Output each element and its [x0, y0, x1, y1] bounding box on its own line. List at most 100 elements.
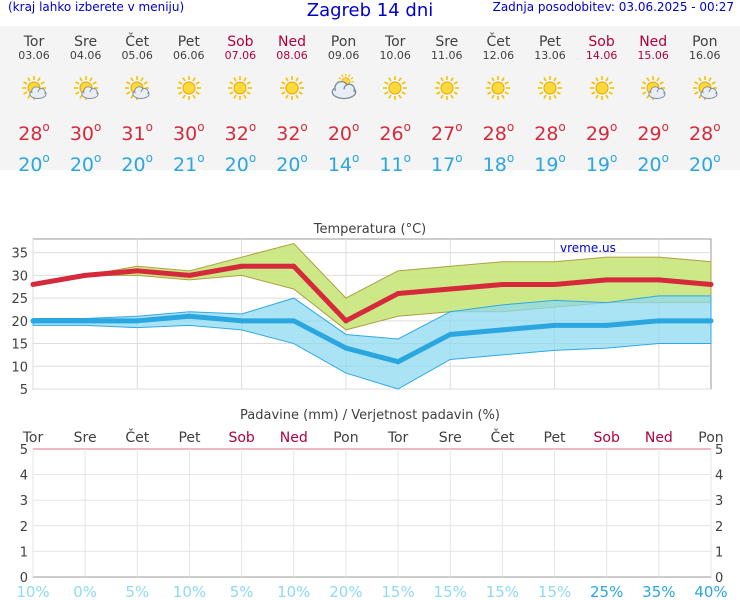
day-name: Pet	[177, 34, 200, 50]
day-name: Sre	[74, 34, 98, 50]
y-tick-label: 15	[11, 338, 28, 353]
data-point	[708, 281, 714, 287]
x-tick-label: Sob	[594, 430, 620, 446]
data-point	[499, 327, 505, 333]
y-tick-label: 4	[20, 469, 28, 484]
precip-probability: 35%	[642, 583, 675, 600]
y-tick-label-right: 3	[715, 494, 723, 509]
data-point	[552, 322, 558, 328]
sun-cloud-icon	[691, 74, 719, 102]
data-point	[291, 318, 297, 324]
x-tick-label: Tor	[387, 430, 409, 446]
min-temp: 20o	[276, 151, 308, 176]
day-date: 12.06	[482, 49, 515, 62]
day-date: 09.06	[327, 49, 360, 62]
x-tick-label: Pet	[178, 430, 201, 446]
data-point	[447, 286, 453, 292]
data-point	[447, 331, 453, 337]
y-tick-label: 1	[20, 545, 28, 560]
data-point	[186, 272, 192, 278]
menu-hint: (kraj lahko izberete v meniju)	[8, 0, 185, 14]
data-point	[30, 281, 36, 287]
data-point	[499, 281, 505, 287]
min-temp: 20o	[69, 151, 102, 176]
y-tick-label-right: 0	[715, 571, 723, 586]
precip-probability: 15%	[381, 583, 414, 600]
max-temp: 26o	[379, 120, 411, 145]
min-temp: 20o	[637, 151, 669, 176]
precip-probability: 10%	[173, 583, 206, 600]
data-point	[343, 345, 349, 351]
data-point	[30, 318, 36, 324]
x-tick-label: Pon	[333, 430, 358, 446]
precip-probability: 10%	[277, 583, 310, 600]
sun-cloud-icon	[123, 74, 151, 102]
min-temp: 20o	[224, 151, 257, 176]
precip-probability: 20%	[329, 583, 362, 600]
max-temp: 31o	[121, 120, 153, 145]
precip-probability: 25%	[590, 583, 623, 600]
day-date: 05.06	[121, 49, 153, 62]
y-tick-label: 10	[11, 360, 28, 375]
day-name: Pet	[538, 34, 562, 50]
max-temp-line	[32, 263, 712, 324]
day-name: Pon	[330, 34, 357, 50]
data-point	[134, 268, 140, 274]
day-name: Čet	[125, 34, 150, 50]
x-tick-label: Sob	[228, 430, 254, 446]
max-temp: 29o	[637, 120, 669, 145]
y-tick-label-right: 5	[715, 443, 723, 458]
precip-probability: 15%	[434, 583, 467, 600]
day-column: Pet 13.06 28o 19o	[524, 34, 576, 176]
precip-probability: 10%	[16, 583, 49, 600]
data-point	[395, 359, 401, 365]
y-tick-label: 0	[20, 571, 28, 586]
min-temp: 20o	[18, 151, 50, 176]
day-column: Sob 07.06 32o 20o	[214, 34, 266, 176]
day-column: Sob 14.06 29o 19o	[576, 34, 628, 176]
y-tick-label: 20	[11, 315, 28, 330]
day-name: Tor	[384, 34, 406, 50]
min-temp-line	[33, 313, 711, 365]
day-column: Ned 08.06 32o 20o	[266, 34, 318, 176]
data-point	[291, 263, 297, 269]
max-temp: 30o	[173, 120, 205, 145]
precip-probability: 15%	[486, 583, 519, 600]
day-column: Pon 09.06 20o 14o	[318, 34, 370, 176]
sun-icon	[278, 74, 306, 102]
sun-icon	[226, 74, 254, 102]
day-date: 03.06	[18, 49, 50, 62]
sun-icon	[588, 74, 616, 102]
max-temp: 28o	[689, 120, 721, 145]
day-date: 06.06	[173, 49, 205, 62]
sun-cloud-icon	[72, 74, 100, 102]
day-column: Čet 12.06 28o 18o	[472, 34, 524, 176]
day-name: Pon	[692, 34, 718, 50]
x-tick-label: Tor	[22, 430, 44, 446]
data-point	[239, 318, 245, 324]
day-date: 10.06	[379, 49, 411, 62]
plot-area	[32, 448, 712, 578]
day-date: 14.06	[585, 49, 618, 62]
data-point	[656, 318, 662, 324]
day-date: 16.06	[689, 49, 721, 62]
day-column: Tor 10.06 26o 11o	[369, 34, 421, 176]
data-point	[552, 281, 558, 287]
precip-probability: 40%	[694, 583, 727, 600]
sun-icon	[381, 74, 409, 102]
data-point	[343, 318, 349, 324]
day-name: Ned	[639, 34, 668, 50]
x-tick-label: Ned	[645, 430, 673, 446]
min-temp: 17o	[431, 151, 463, 176]
sun-icon	[433, 74, 461, 102]
max-temp: 32o	[224, 120, 257, 145]
chart-title: Temperatura (°C)	[313, 222, 426, 237]
day-column: Sre 04.06 30o 20o	[60, 34, 112, 176]
max-temp: 29o	[585, 120, 618, 145]
day-date: 11.06	[431, 49, 463, 62]
data-point	[708, 318, 714, 324]
min-temp: 11o	[379, 151, 411, 176]
day-name: Ned	[278, 34, 306, 50]
data-point	[82, 318, 88, 324]
y-tick-label: 2	[20, 520, 28, 535]
